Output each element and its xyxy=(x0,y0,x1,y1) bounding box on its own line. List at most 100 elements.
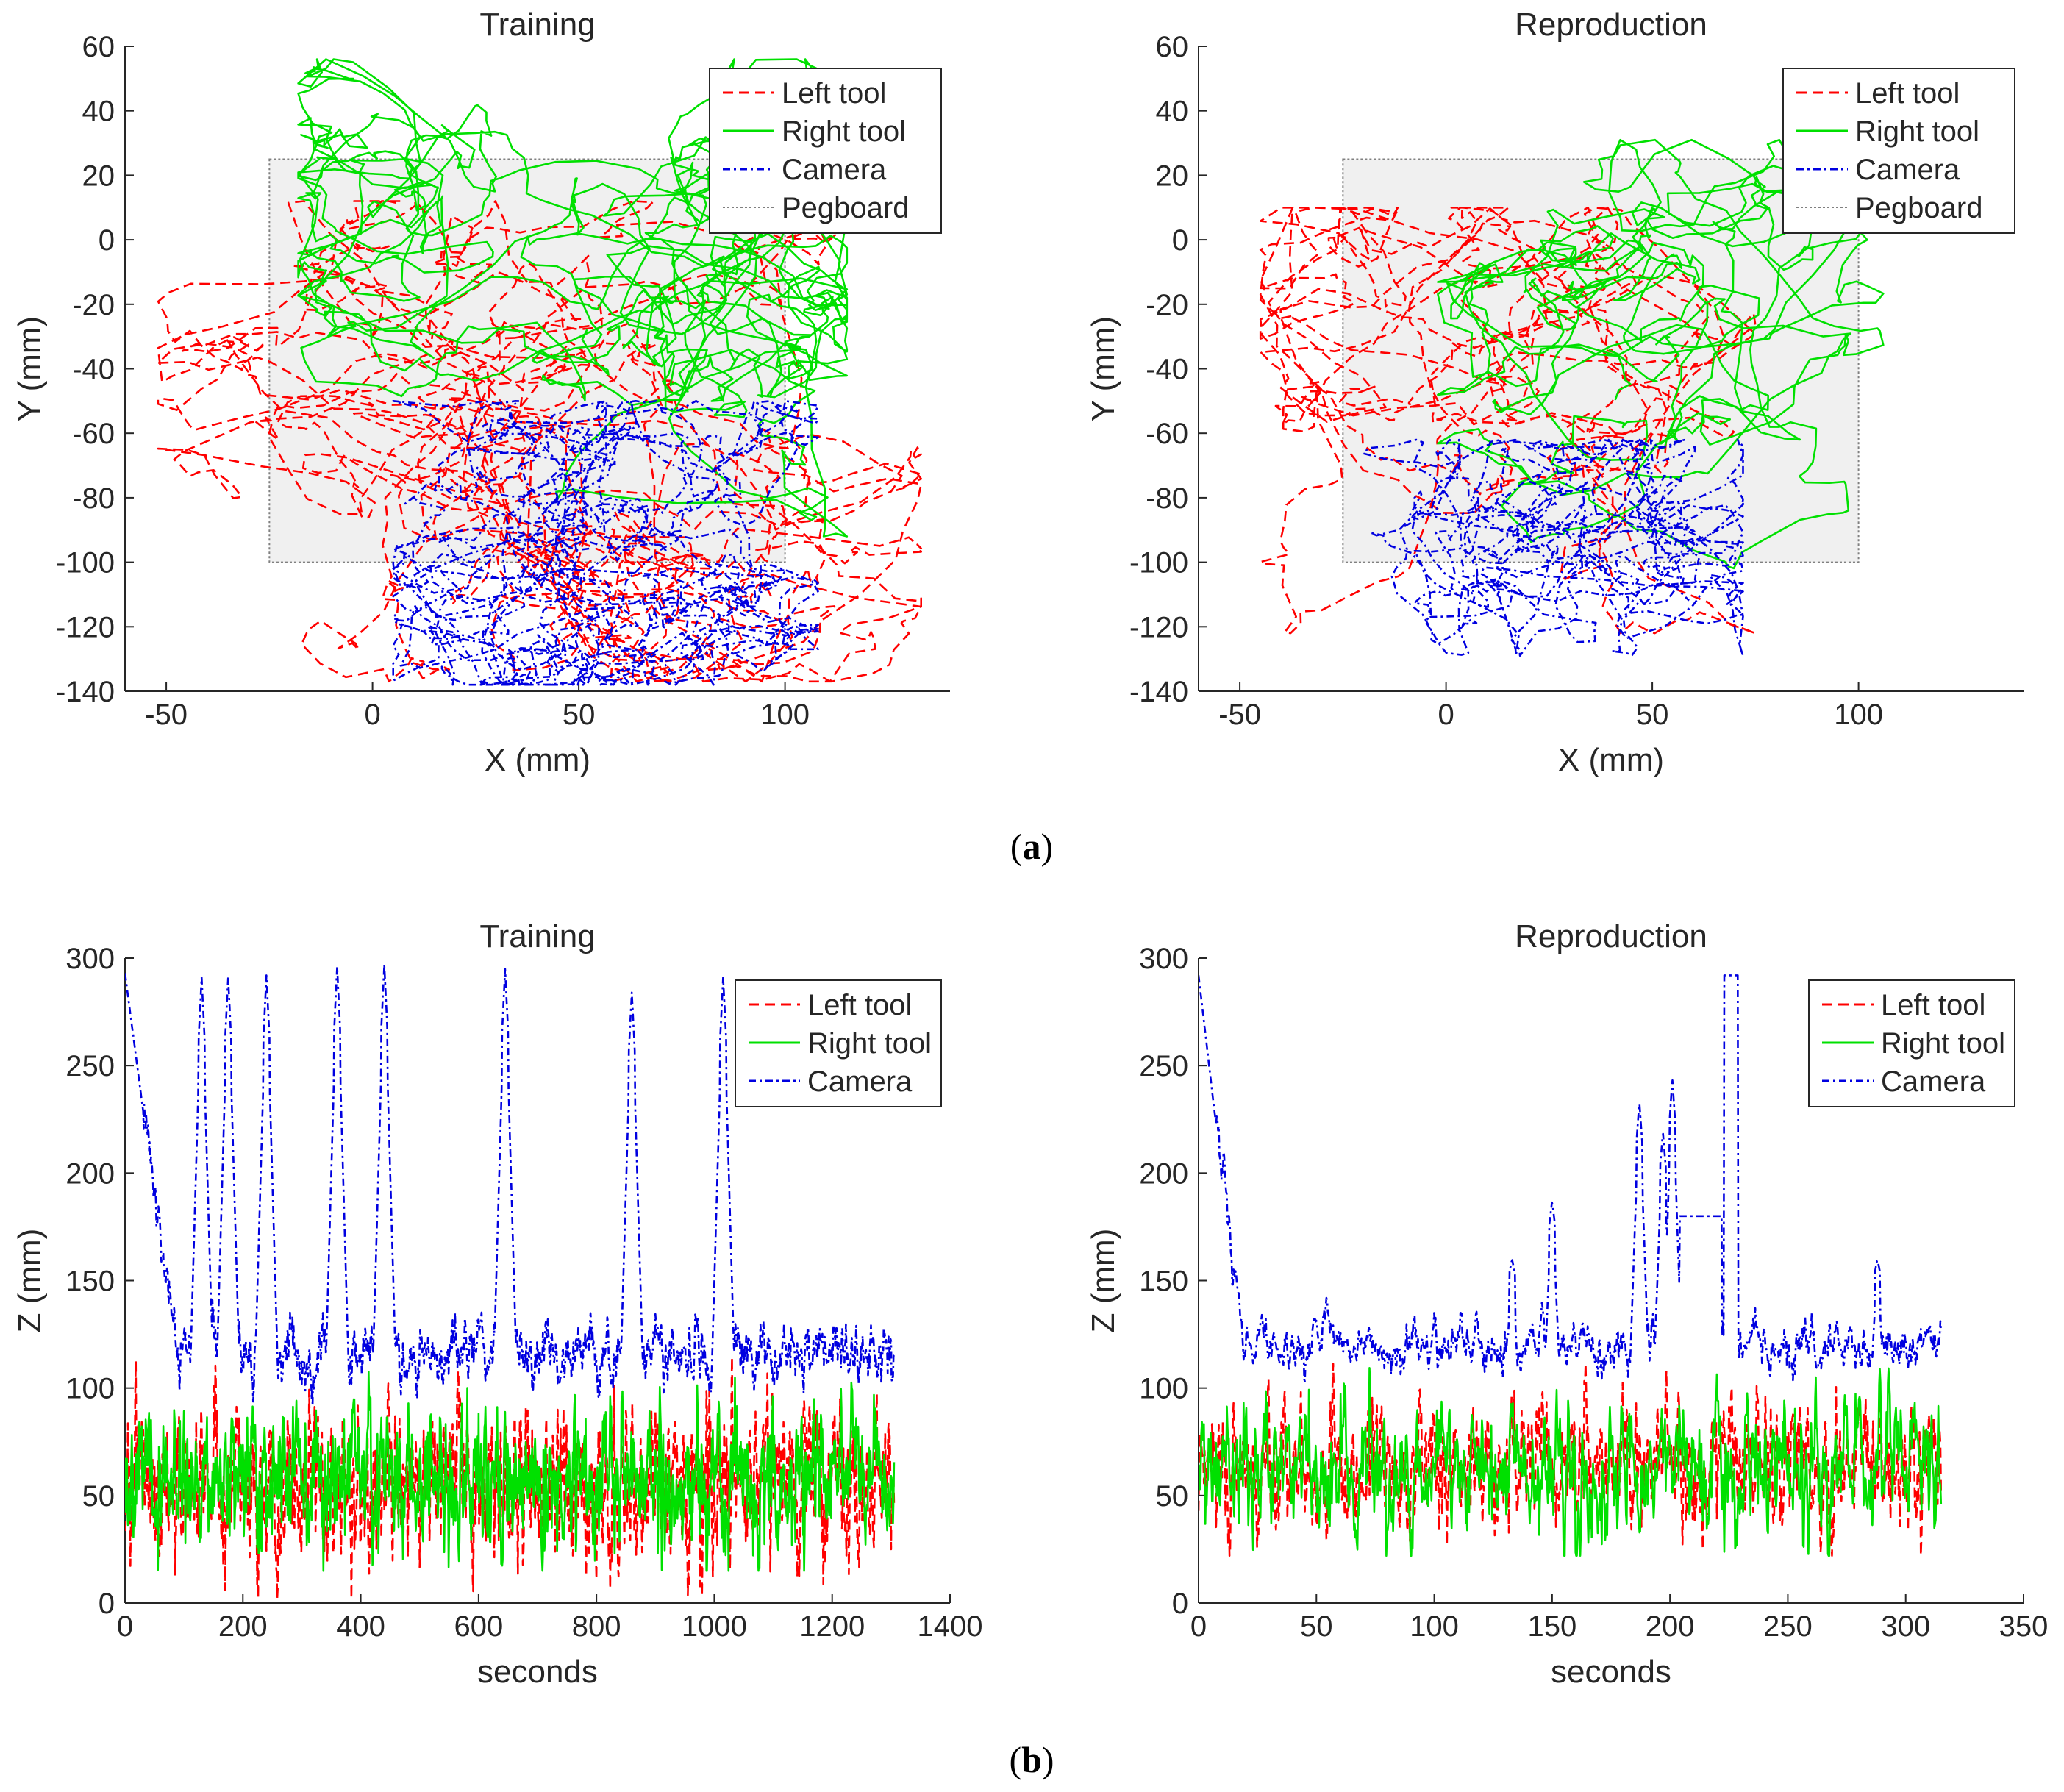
y-tick-label: -100 xyxy=(1129,547,1188,579)
y-tick-label: 100 xyxy=(1139,1373,1188,1405)
y-tick-label: -60 xyxy=(1146,418,1188,450)
series-camera xyxy=(125,963,895,1407)
y-tick-label: 60 xyxy=(1156,31,1189,63)
plot-area xyxy=(157,58,922,686)
chart-xy-reproduction: -50 0 50 100 -140 -120 -100 -80 -60 -40 -20 0 20 40 60… xyxy=(1085,7,2024,778)
y-axis-title: Z (mm) xyxy=(12,1229,48,1333)
legend: Left tool Right tool Camera xyxy=(735,979,942,1107)
x-tick-label: 0 xyxy=(364,699,380,731)
x-tick-label: 100 xyxy=(1410,1610,1459,1643)
x-tick-label: 0 xyxy=(1190,1610,1207,1643)
chart-z-training: 0 200 400 600 800 1000 1200 1400 0 50 100 150 200 250… xyxy=(12,918,982,1690)
legend: Left tool Right tool Camera xyxy=(1808,979,2015,1107)
chart-xy-training: -50 0 50 100 -140 -120 -100 -80 -60 -40 -20 0 20 40 60… xyxy=(12,7,950,778)
x-tick-label: 600 xyxy=(454,1610,503,1643)
y-tick-label: 20 xyxy=(1156,160,1189,192)
y-tick-label: 50 xyxy=(82,1480,115,1513)
y-tick-label: 0 xyxy=(1172,1588,1188,1620)
y-tick-label: 300 xyxy=(65,943,115,975)
series-camera xyxy=(1199,974,1943,1382)
series-right-tool xyxy=(125,1371,896,1572)
chart-z-reproduction: 0 50 100 150 200 250 300 350 0 50 100 150 200 250 300 R… xyxy=(1085,918,2048,1690)
y-tick-label: -20 xyxy=(72,289,115,321)
y-axis-title: Y (mm) xyxy=(1085,316,1121,421)
caption-b: (b) xyxy=(1009,1739,1054,1780)
legend-label-right-tool: Right tool xyxy=(1881,1027,2005,1060)
y-tick-label: 20 xyxy=(82,160,115,192)
y-tick-label: -100 xyxy=(56,547,115,579)
y-tick-label: 150 xyxy=(1139,1266,1188,1298)
legend: Left tool Right tool Camera Pegboard xyxy=(709,68,942,234)
y-tick-label: 0 xyxy=(99,1588,115,1620)
legend-box xyxy=(709,68,942,234)
y-tick-label: 250 xyxy=(1139,1050,1188,1082)
y-tick-label: 200 xyxy=(65,1157,115,1190)
y-tick-label: -120 xyxy=(56,611,115,643)
legend: Left tool Right tool Camera Pegboard xyxy=(1782,68,2015,234)
x-axis-title: X (mm) xyxy=(485,742,590,778)
x-tick-label: 50 xyxy=(1300,1610,1333,1643)
series-camera xyxy=(392,400,819,686)
x-axis-title: seconds xyxy=(477,1654,598,1690)
y-tick-label: 150 xyxy=(65,1266,115,1298)
x-tick-label: 300 xyxy=(1881,1610,1930,1643)
plot-area xyxy=(1259,138,1885,657)
legend-label-camera: Camera xyxy=(782,154,887,186)
chart-title: Training xyxy=(479,918,595,954)
x-tick-label: 800 xyxy=(572,1610,621,1643)
y-tick-label: -20 xyxy=(1146,289,1188,321)
x-tick-label: 1000 xyxy=(682,1610,747,1643)
y-tick-label: 200 xyxy=(1139,1157,1188,1190)
y-tick-label: 40 xyxy=(82,96,115,128)
y-tick-label: -40 xyxy=(72,354,115,386)
x-tick-label: -50 xyxy=(145,699,188,731)
x-tick-label: 1400 xyxy=(918,1610,983,1643)
legend-label-pegboard: Pegboard xyxy=(782,192,909,224)
series-right-tool xyxy=(1199,1367,1943,1557)
y-tick-label: -140 xyxy=(56,676,115,708)
y-tick-label: 100 xyxy=(65,1373,115,1405)
y-tick-label: 0 xyxy=(1172,224,1188,257)
y-tick-label: -60 xyxy=(72,418,115,450)
legend-label-right-tool: Right tool xyxy=(782,115,906,148)
x-tick-label: 350 xyxy=(1999,1610,2049,1643)
x-tick-label: 200 xyxy=(1646,1610,1695,1643)
chart-title: Training xyxy=(479,7,595,43)
plot-area xyxy=(1199,974,1943,1557)
x-tick-label: 100 xyxy=(760,699,810,731)
x-tick-label: 250 xyxy=(1763,1610,1813,1643)
chart-title: Reproduction xyxy=(1515,7,1707,43)
y-tick-label: 300 xyxy=(1139,943,1188,975)
series-camera xyxy=(1363,438,1744,657)
x-tick-label: 200 xyxy=(218,1610,268,1643)
x-tick-label: 150 xyxy=(1527,1610,1576,1643)
x-tick-label: 1200 xyxy=(799,1610,865,1643)
x-tick-label: 400 xyxy=(336,1610,385,1643)
legend-box xyxy=(1782,68,2015,234)
x-tick-label: 0 xyxy=(117,1610,133,1643)
y-tick-label: 60 xyxy=(82,31,115,63)
x-tick-label: 0 xyxy=(1438,699,1454,731)
y-tick-label: 40 xyxy=(1156,96,1189,128)
y-tick-label: -80 xyxy=(1146,482,1188,515)
x-tick-label: 50 xyxy=(1636,699,1669,731)
legend-label-left-tool: Left tool xyxy=(782,77,886,110)
series-left-tool xyxy=(1259,207,1757,635)
y-axis-title: Z (mm) xyxy=(1085,1229,1121,1333)
legend-label-left-tool: Left tool xyxy=(807,989,912,1021)
y-axis-title: Y (mm) xyxy=(12,316,48,421)
legend-label-camera: Camera xyxy=(1855,154,1960,186)
y-tick-label: -140 xyxy=(1129,676,1188,708)
x-tick-label: 100 xyxy=(1834,699,1883,731)
legend-label-camera: Camera xyxy=(1881,1065,1986,1098)
y-tick-label: 0 xyxy=(99,224,115,257)
y-tick-label: 250 xyxy=(65,1050,115,1082)
x-axis-title: X (mm) xyxy=(1558,742,1664,778)
series-right-tool xyxy=(297,58,849,538)
legend-label-camera: Camera xyxy=(807,1065,913,1098)
plot-area xyxy=(125,963,896,1600)
legend-label-left-tool: Left tool xyxy=(1881,989,1985,1021)
legend-label-pegboard: Pegboard xyxy=(1855,192,1982,224)
series-right-tool xyxy=(1437,138,1885,570)
